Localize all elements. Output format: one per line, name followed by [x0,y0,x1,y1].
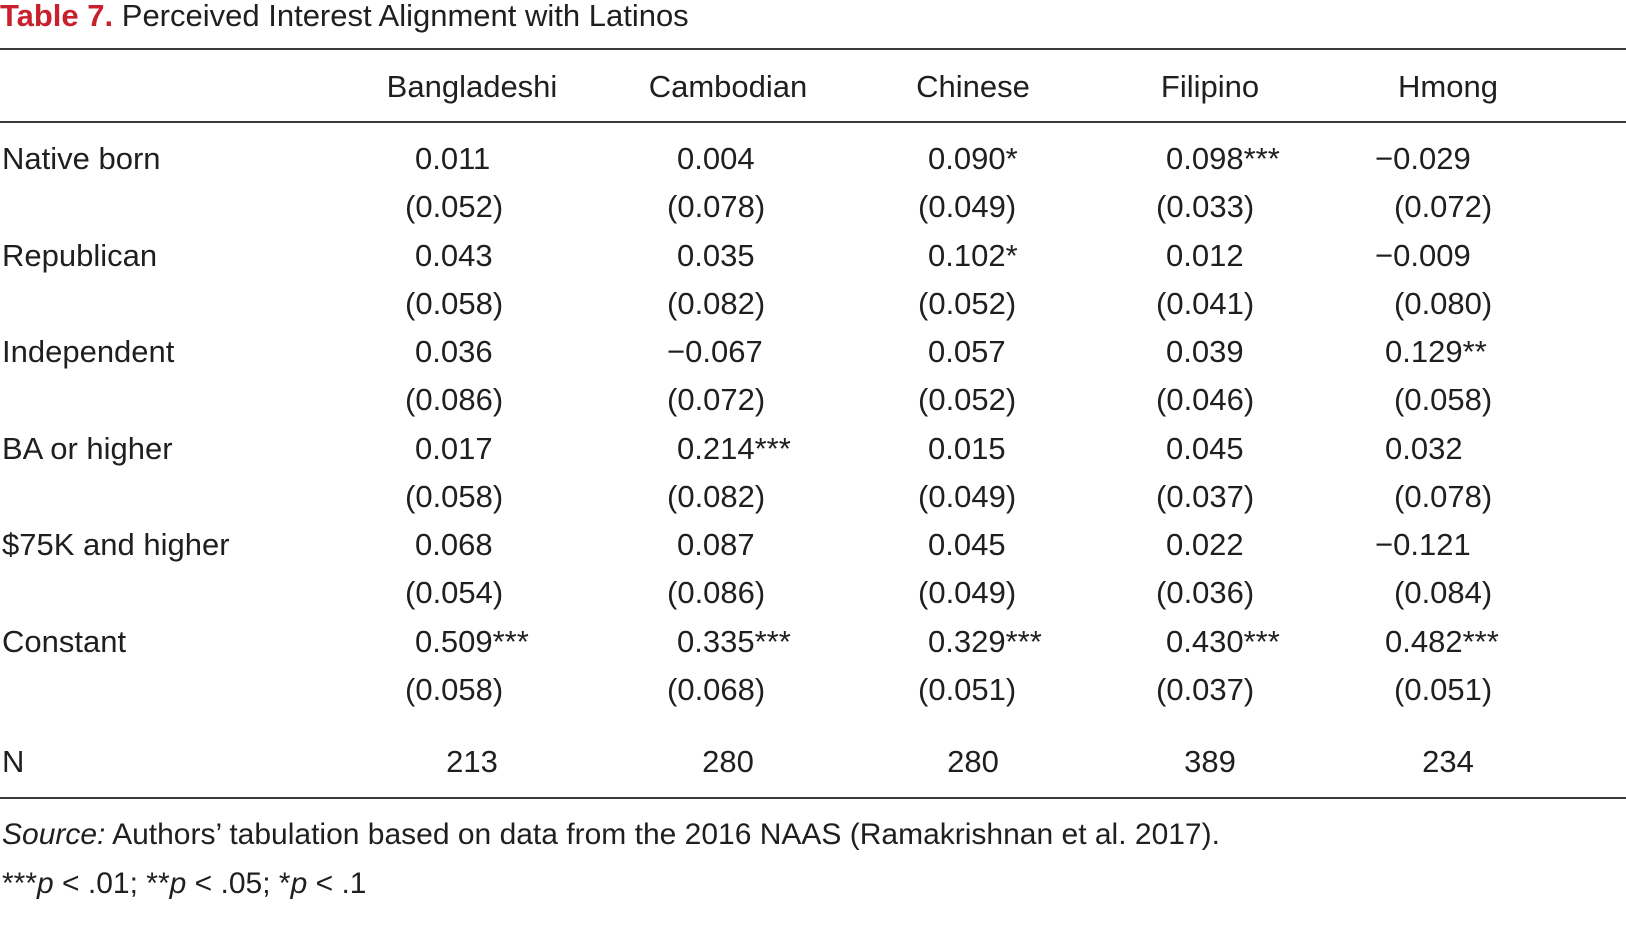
sig-text-3: < .1 [307,867,367,900]
std-error-cell: (0.084) [1394,575,1493,610]
coefficient-cell: 0.017 [415,431,493,466]
coefficient-cell: 0.015 [928,431,1006,466]
n-value-cell: 280 [947,744,999,779]
std-error-cell: (0.082) [667,286,766,321]
coefficient-cell: 0.004 [677,141,755,176]
coefficient-cell: 0.045 [1166,431,1244,466]
std-error-cell: (0.037) [1156,479,1255,514]
std-error-cell: (0.033) [1156,189,1255,224]
sig-stars-1: *** [2,867,38,900]
top-rule [0,48,1626,50]
n-value-cell: 213 [446,744,498,779]
std-error-cell: (0.058) [405,672,504,707]
std-error-cell: (0.068) [667,672,766,707]
coefficient-cell: 0.335*** [677,624,791,659]
sig-p-1: p [37,867,54,900]
coefficient-cell: 0.090* [928,141,1018,176]
std-error-cell: (0.086) [667,575,766,610]
sig-text-1: < .01; ** [53,867,170,900]
coefficient-cell: 0.039 [1166,334,1244,369]
column-header-chinese: Chinese [916,69,1030,104]
std-error-cell: (0.041) [1156,286,1255,321]
std-error-cell: (0.046) [1156,382,1255,417]
coefficient-cell: 0.102* [928,238,1018,273]
coefficient-cell: −0.009 [1375,238,1471,273]
std-error-cell: (0.036) [1156,575,1255,610]
std-error-cell: (0.052) [918,286,1017,321]
significance-note: ***p < .01; **p < .05; *p < .1 [2,864,366,904]
std-error-cell: (0.049) [918,575,1017,610]
table-caption: Perceived Interest Alignment with Latino… [121,0,689,33]
row-label: Republican [2,238,158,273]
row-label: Constant [2,624,127,659]
coefficient-cell: 0.214*** [677,431,791,466]
row-label: Independent [2,334,175,369]
coefficient-cell: 0.012 [1166,238,1244,273]
n-value-cell: 280 [702,744,754,779]
n-row-label: N [2,744,25,779]
coefficient-cell: 0.011 [415,141,491,176]
coefficient-cell: 0.043 [415,238,493,273]
coefficient-cell: −0.121 [1375,527,1471,562]
std-error-cell: (0.078) [1394,479,1493,514]
table-number: Table 7. [0,0,114,33]
std-error-cell: (0.078) [667,189,766,224]
std-error-cell: (0.049) [918,479,1017,514]
std-error-cell: (0.051) [1394,672,1493,707]
row-label: BA or higher [2,431,173,466]
std-error-cell: (0.052) [405,189,504,224]
std-error-cell: (0.058) [405,479,504,514]
column-header-cambodian: Cambodian [648,69,808,104]
coefficient-cell: 0.129** [1385,334,1487,369]
std-error-cell: (0.052) [918,382,1017,417]
coefficient-cell: −0.029 [1375,141,1471,176]
source-text: Authors’ tabulation based on data from t… [105,818,1220,851]
std-error-cell: (0.072) [667,382,766,417]
std-error-cell: (0.049) [918,189,1017,224]
coefficient-cell: 0.022 [1166,527,1244,562]
source-note: Source: Authors’ tabulation based on dat… [2,815,1220,855]
row-label: $75K and higher [2,527,230,562]
coefficient-cell: 0.032 [1385,431,1463,466]
n-value-cell: 234 [1422,744,1474,779]
source-label: Source: [2,818,106,851]
std-error-cell: (0.058) [405,286,504,321]
coefficient-cell: 0.057 [928,334,1006,369]
n-value-cell: 389 [1184,744,1236,779]
std-error-cell: (0.082) [667,479,766,514]
header-rule [0,121,1626,123]
coefficient-cell: 0.430*** [1166,624,1280,659]
sig-text-2: < .05; * [186,867,291,900]
column-header-hmong: Hmong [1398,69,1498,104]
std-error-cell: (0.086) [405,382,504,417]
coefficient-cell: −0.067 [667,334,763,369]
sig-p-2: p [169,867,187,900]
row-label: Native born [2,141,161,176]
coefficient-cell: 0.045 [928,527,1006,562]
coefficient-cell: 0.036 [415,334,493,369]
coefficient-cell: 0.035 [677,238,755,273]
std-error-cell: (0.054) [405,575,504,610]
std-error-cell: (0.051) [918,672,1017,707]
coefficient-cell: 0.482*** [1385,624,1499,659]
std-error-cell: (0.037) [1156,672,1255,707]
coefficient-cell: 0.087 [677,527,755,562]
std-error-cell: (0.080) [1394,286,1493,321]
bottom-rule [0,797,1626,799]
coefficient-cell: 0.098*** [1166,141,1280,176]
coefficient-cell: 0.068 [415,527,493,562]
column-header-filipino: Filipino [1160,69,1260,104]
std-error-cell: (0.058) [1394,382,1493,417]
table-title: Table 7. Perceived Interest Alignment wi… [0,0,689,36]
std-error-cell: (0.072) [1394,189,1493,224]
column-header-bangladeshi: Bangladeshi [386,69,558,104]
sig-p-3: p [290,867,308,900]
coefficient-cell: 0.329*** [928,624,1042,659]
coefficient-cell: 0.509*** [415,624,529,659]
